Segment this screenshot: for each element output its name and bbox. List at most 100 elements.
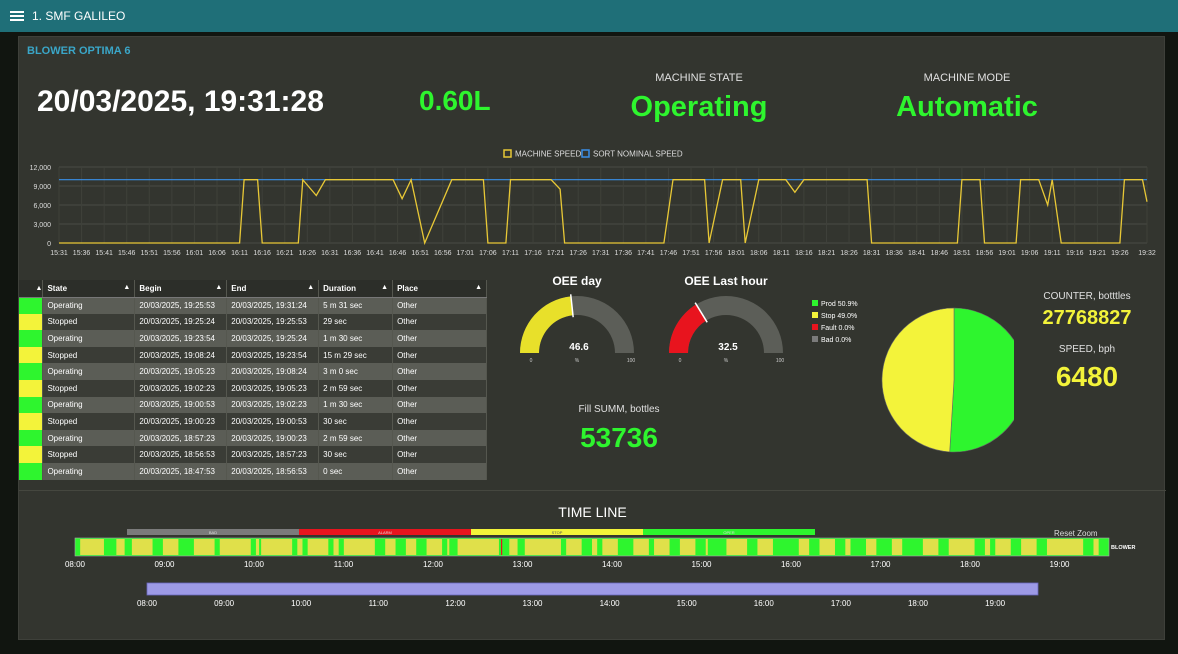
gauge-unit: % — [724, 358, 729, 364]
timeline-hour-label: 13:00 — [512, 560, 533, 569]
cell-end: 20/03/2025, 19:31:24 — [226, 297, 320, 314]
x-tick-label: 15:41 — [95, 250, 113, 257]
section-divider — [19, 490, 1166, 491]
x-tick-label: 15:36 — [73, 250, 91, 257]
state-color-cell — [19, 363, 44, 380]
state-color-cell — [19, 297, 44, 314]
table-row[interactable]: Operating 20/03/2025, 19:00:53 20/03/2025,… — [19, 396, 487, 414]
column-header-end[interactable]: End ▲ — [226, 280, 320, 298]
column-header-state[interactable]: State ▲ — [42, 280, 136, 298]
timeline-stop-segment — [193, 539, 215, 555]
timeline-stop-segment — [866, 539, 877, 555]
timeline-hour-label: 16:00 — [781, 560, 802, 569]
navigator-hour-label: 14:00 — [600, 599, 621, 608]
navigator-hour-label: 10:00 — [291, 599, 312, 608]
x-tick-label: 18:31 — [863, 250, 881, 257]
gauge-fill — [669, 304, 707, 353]
timeline-stop-segment — [922, 539, 939, 555]
timeline-stop-segment — [80, 539, 104, 555]
timeline-hour-label: 18:00 — [960, 560, 981, 569]
timeline-chart: BAD ALARM STOP OPER BLOWER 08:00 09:00 10:00 11:… — [65, 529, 1135, 608]
column-header-duration[interactable]: Duration ▲ — [318, 280, 394, 298]
navigator-hour-label: 17:00 — [831, 599, 852, 608]
timeline-stop-segment — [845, 539, 851, 555]
x-tick-label: 19:16 — [1066, 250, 1084, 257]
timeline-hour-label: 09:00 — [154, 560, 175, 569]
timeline-hour-label: 08:00 — [65, 560, 86, 569]
x-tick-label: 18:51 — [953, 250, 971, 257]
cell-end: 20/03/2025, 19:00:23 — [226, 429, 320, 447]
timeline-stop-segment — [261, 539, 293, 555]
timeline-stop-segment — [116, 539, 125, 555]
navigator-hour-label: 09:00 — [214, 599, 235, 608]
y-tick-label: 12,000 — [30, 165, 52, 172]
table-header-row: ▲ State ▲ Begin ▲ End ▲ Duration ▲ Place ▲ — [19, 280, 487, 298]
cell-place: Other — [392, 297, 487, 314]
table-row[interactable]: Operating 20/03/2025, 19:05:23 20/03/2025,… — [19, 363, 487, 380]
column-header-label: Begin — [139, 283, 162, 293]
current-datetime: 20/03/2025, 19:31:28 — [37, 85, 324, 118]
table-row[interactable]: Operating 20/03/2025, 18:47:53 20/03/2025,… — [19, 462, 487, 480]
volume-value: 0.60L — [419, 85, 491, 116]
cell-place: Other — [392, 446, 487, 463]
column-header-label: End — [231, 283, 247, 293]
table-row[interactable]: Stopped 20/03/2025, 19:25:24 20/03/2025, 1… — [19, 313, 487, 331]
table-row[interactable]: Stopped 20/03/2025, 18:56:53 20/03/2025, 1… — [19, 446, 487, 463]
timeline-stop-segment — [891, 539, 903, 555]
counter-value: 27768827 — [1042, 307, 1132, 329]
cell-end: 20/03/2025, 18:57:23 — [226, 446, 320, 463]
cell-begin: 20/03/2025, 19:08:24 — [134, 346, 228, 364]
y-tick-label: 9,000 — [33, 184, 51, 191]
legend-swatch — [503, 149, 512, 158]
hamburger-menu-icon[interactable] — [10, 11, 24, 21]
sort-arrow-icon: ▲ — [307, 283, 315, 291]
pie-legend-swatch — [812, 300, 818, 306]
state-pie-chart: Prod 50.9% Stop 49.0% Fault 0.0% Bad 0.0% — [812, 300, 1014, 453]
x-tick-label: 16:16 — [253, 250, 271, 257]
cell-duration: 29 sec — [318, 313, 394, 331]
timeline-stop-segment — [819, 539, 835, 555]
timeline-hour-label: 19:00 — [1049, 560, 1070, 569]
timeline-stop-segment — [1093, 539, 1099, 555]
table-row[interactable]: Operating 20/03/2025, 19:23:54 20/03/2025,… — [19, 330, 487, 347]
pie-slice — [881, 307, 955, 453]
gauge-needle — [694, 302, 708, 323]
table-row[interactable]: Operating 20/03/2025, 18:57:23 20/03/2025,… — [19, 429, 487, 447]
timeline-legend-bar — [299, 529, 471, 535]
table-row[interactable]: Stopped 20/03/2025, 19:00:23 20/03/2025, 1… — [19, 413, 487, 430]
timeline-stop-segment — [333, 539, 339, 555]
timeline-stop-segment — [602, 539, 618, 555]
cell-begin: 20/03/2025, 19:25:24 — [134, 313, 228, 331]
cell-state: Stopped — [42, 413, 136, 430]
cell-begin: 20/03/2025, 19:23:54 — [134, 330, 228, 347]
x-tick-label: 15:46 — [118, 250, 136, 257]
gauge-title: OEE day — [552, 274, 602, 288]
cell-duration: 30 sec — [318, 446, 394, 463]
gauge-max-label: 100 — [627, 358, 636, 364]
navigator-hour-label: 08:00 — [137, 599, 158, 608]
legend-label: SORT NOMINAL SPEED — [593, 150, 683, 159]
navigator-hour-label: 19:00 — [985, 599, 1006, 608]
table-row[interactable]: Stopped 20/03/2025, 19:02:23 20/03/2025, 1… — [19, 379, 487, 397]
gauge-fill — [520, 296, 573, 353]
reset-zoom-button[interactable]: Reset Zoom — [1054, 529, 1098, 538]
table-row[interactable]: Operating 20/03/2025, 19:25:53 20/03/2025,… — [19, 297, 487, 314]
x-tick-label: 18:01 — [727, 250, 745, 257]
series-machine-speed — [59, 177, 1148, 246]
timeline-legend-label: BAD — [209, 530, 217, 535]
machine-state-label: MACHINE STATE — [655, 72, 743, 84]
cell-end: 20/03/2025, 19:02:23 — [226, 396, 320, 414]
cell-duration: 30 sec — [318, 413, 394, 430]
fill-summ-value: 53736 — [580, 422, 658, 453]
x-tick-label: 16:36 — [344, 250, 362, 257]
gauge-value: 32.5 — [718, 342, 738, 353]
column-header-place[interactable]: Place ▲ — [392, 280, 487, 298]
table-row[interactable]: Stopped 20/03/2025, 19:08:24 20/03/2025, 1… — [19, 346, 487, 364]
x-tick-label: 17:26 — [569, 250, 587, 257]
column-header-begin[interactable]: Begin ▲ — [134, 280, 228, 298]
cell-place: Other — [392, 462, 487, 480]
machine-state-value: Operating — [630, 91, 768, 123]
color-column-header[interactable]: ▲ — [19, 280, 44, 298]
speed-label: SPEED, bph — [1058, 344, 1116, 355]
x-tick-label: 18:56 — [976, 250, 994, 257]
